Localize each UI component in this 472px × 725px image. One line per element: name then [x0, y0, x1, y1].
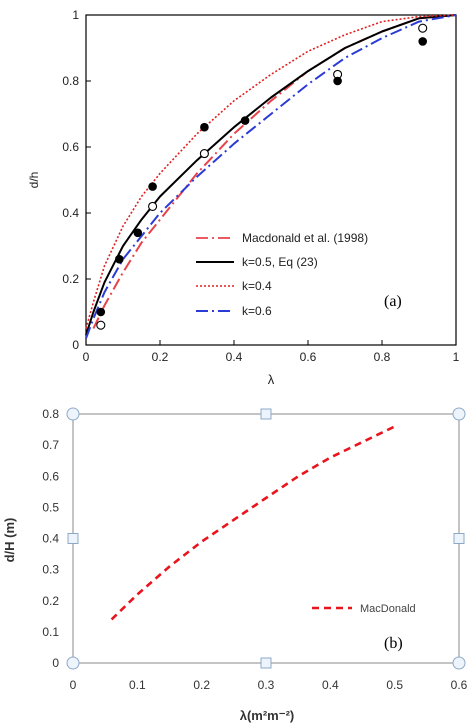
- y-tick-label-a: 1: [72, 8, 79, 22]
- filled-marker: [418, 37, 428, 46]
- y-tick-label-b: 0.7: [42, 438, 59, 452]
- x-tick-label-b: 0.4: [322, 678, 339, 692]
- legend-label-k05: k=0.5, Eq (23): [242, 255, 318, 269]
- resize-handle-corner[interactable]: [66, 407, 80, 421]
- x-axis-b: 0 0.1 0.2 0.3 0.4 0.5 0.6: [70, 678, 468, 692]
- points-group-a: [96, 23, 428, 330]
- plot-area-a: [85, 14, 457, 346]
- selection-frame-b[interactable]: [72, 413, 460, 664]
- legend-label-macdonald: Macdonald et al. (1998): [242, 231, 368, 245]
- resize-handle-side[interactable]: [67, 533, 79, 544]
- filled-marker: [133, 228, 143, 238]
- x-tick-label-b: 0.2: [193, 678, 210, 692]
- legend-b: MacDonald: [312, 603, 416, 615]
- series-group-a: [85, 14, 457, 339]
- x-axis-label-b: λ(m²m⁻²): [240, 708, 295, 723]
- y-tick-label-a: 0.4: [62, 206, 79, 220]
- y-tick-label-a: 0.2: [62, 272, 79, 286]
- y-tick-label-b: 0.8: [42, 407, 59, 421]
- series-group-b: [110, 425, 396, 621]
- y-axis-label-b: d/H (m): [2, 518, 17, 563]
- filled-marker: [148, 182, 157, 191]
- x-tick-label-b: 0.3: [258, 678, 275, 692]
- open-marker: [96, 320, 106, 330]
- x-tick-label-b: 0.1: [129, 678, 146, 692]
- legend-label-k04: k=0.4: [242, 279, 272, 293]
- y-tick-label-b: 0.1: [42, 625, 59, 639]
- filled-marker: [115, 254, 124, 264]
- resize-handle-corner[interactable]: [452, 407, 466, 421]
- y-axis-label-a: d/h: [27, 172, 41, 189]
- open-marker: [199, 149, 209, 159]
- y-tick-label-b: 0.2: [42, 594, 59, 608]
- chart-panel-b: 0 0.1 0.2 0.3 0.4 0.5 0.6 00.10.20.30.40.50.60…: [2, 407, 468, 723]
- resize-handle-side[interactable]: [260, 657, 272, 669]
- series-line-a-2: [85, 14, 457, 329]
- x-tick-label-a: 0.6: [300, 350, 317, 364]
- legend-a: Macdonald et al. (1998) k=0.5, Eq (23) k…: [196, 231, 368, 318]
- y-tick-label-b: 0.6: [42, 469, 59, 483]
- legend-label-macdonald-b: MacDonald: [360, 603, 416, 615]
- series-line-b-0: [110, 425, 396, 621]
- resize-handle-side[interactable]: [453, 533, 465, 544]
- y-tick-label-b: 0: [52, 656, 59, 670]
- filled-marker: [333, 76, 342, 86]
- x-tick-label-b: 0.6: [451, 678, 468, 692]
- open-marker: [148, 201, 158, 211]
- y-tick-label-a: 0.6: [62, 140, 79, 154]
- selection-handles: [66, 407, 466, 670]
- x-tick-label-b: 0: [70, 678, 77, 692]
- x-tick-label-a: 1: [453, 350, 460, 364]
- y-tick-label-b: 0.5: [42, 500, 59, 514]
- panel-label-b: (b): [384, 635, 403, 652]
- panel-label-a: (a): [384, 293, 402, 310]
- y-tick-label-a: 0: [72, 338, 79, 352]
- y-tick-label-b: 0.3: [42, 563, 59, 577]
- x-tick-label-a: 0.4: [226, 350, 243, 364]
- series-line-a-1: [85, 14, 457, 336]
- filled-marker: [240, 116, 250, 125]
- chart-panel-a: 0 0.2 0.4 0.6 0.8 1 0 0.2 0.4 0.6 0.8 1 λ d/h Macd…: [27, 8, 460, 387]
- filled-marker: [200, 122, 209, 132]
- x-tick-label-a: 0.2: [152, 350, 169, 364]
- resize-handle-corner[interactable]: [66, 656, 80, 670]
- legend-label-k06: k=0.6: [242, 304, 272, 318]
- x-tick-label-b: 0.5: [386, 678, 403, 692]
- resize-handle-side[interactable]: [260, 408, 272, 420]
- y-axis-a: 0 0.2 0.4 0.6 0.8 1: [62, 8, 91, 352]
- series-line-a-3: [85, 14, 457, 339]
- x-tick-label-a: 0: [83, 350, 90, 364]
- x-tick-label-a: 0.8: [374, 350, 391, 364]
- open-marker: [418, 23, 428, 33]
- y-axis-b: 0 0.1 0.2 0.3 0.4 0.5 0.6 0.7 0.8: [42, 407, 59, 670]
- y-tick-label-b: 0.4: [42, 532, 59, 546]
- y-tick-label-a: 0.8: [62, 74, 79, 88]
- x-axis-a: 0 0.2 0.4 0.6 0.8 1: [83, 340, 460, 364]
- x-axis-label-a: λ: [268, 372, 275, 387]
- resize-handle-corner[interactable]: [452, 656, 466, 670]
- filled-marker: [96, 307, 106, 317]
